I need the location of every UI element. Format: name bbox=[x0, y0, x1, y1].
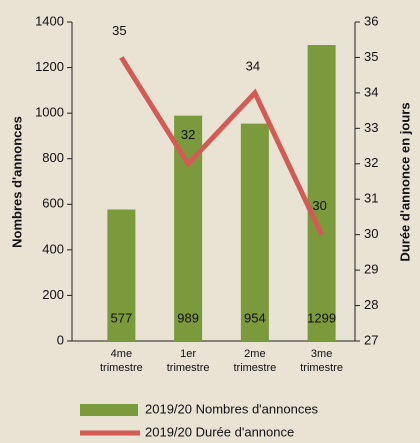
data-label: 954 bbox=[244, 310, 266, 325]
data-label: 34 bbox=[246, 58, 260, 73]
y-tick-label: 800 bbox=[42, 150, 64, 165]
y2-tick-label: 28 bbox=[364, 297, 378, 312]
bar bbox=[240, 123, 269, 341]
data-label: 577 bbox=[111, 310, 133, 325]
y2-tick-label: 30 bbox=[364, 226, 378, 241]
y2-axis-title: Durée d'annonce en jours bbox=[397, 102, 412, 261]
y2-tick-label: 32 bbox=[364, 155, 378, 170]
x-tick-label: 2me trimestre bbox=[233, 348, 277, 374]
y-tick-label: 1000 bbox=[35, 105, 64, 120]
y2-tick-label: 34 bbox=[364, 84, 378, 99]
y-tick-label: 400 bbox=[42, 241, 64, 256]
y-tick-label: 1400 bbox=[35, 13, 64, 28]
y-tick-label: 1200 bbox=[35, 59, 64, 74]
y2-tick-label: 29 bbox=[364, 262, 378, 277]
y2-tick-label: 27 bbox=[364, 332, 378, 347]
y2-tick-label: 31 bbox=[364, 191, 378, 206]
y-tick-label: 200 bbox=[42, 287, 64, 302]
y-tick-label: 600 bbox=[42, 196, 64, 211]
bar bbox=[107, 209, 136, 341]
data-label: 35 bbox=[112, 23, 126, 38]
y-tick-label: 0 bbox=[57, 332, 64, 347]
y2-tick-label: 33 bbox=[364, 120, 378, 135]
legend-label: 2019/20 Nombres d'annonces bbox=[145, 401, 319, 416]
y2-tick-label: 36 bbox=[364, 13, 378, 28]
x-tick-label: 3me trimestre bbox=[300, 348, 344, 374]
data-label: 989 bbox=[177, 310, 199, 325]
legend-label: 2019/20 Durée d'annonce bbox=[145, 424, 294, 439]
data-label: 30 bbox=[312, 198, 326, 213]
x-tick-label: 1er trimestre bbox=[166, 348, 210, 374]
legend-swatch bbox=[80, 404, 138, 416]
line bbox=[119, 56, 324, 236]
y2-tick-label: 35 bbox=[364, 49, 378, 64]
data-label: 32 bbox=[181, 127, 195, 142]
y-axis-title: Nombres d'annonces bbox=[9, 116, 24, 248]
x-tick-label: 4me trimestre bbox=[99, 348, 143, 374]
bar bbox=[307, 45, 336, 341]
data-label: 1299 bbox=[307, 310, 336, 325]
